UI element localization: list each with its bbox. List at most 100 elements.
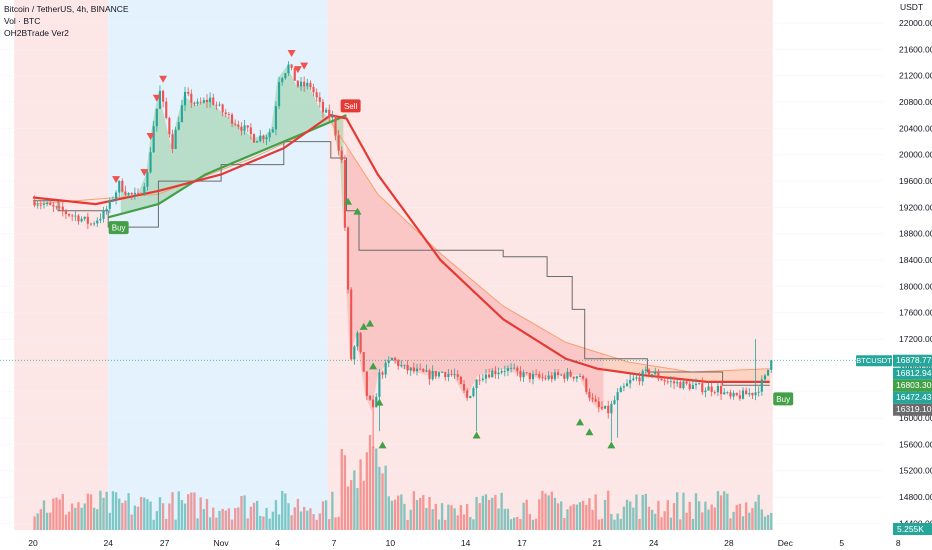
candle-body xyxy=(171,134,174,149)
volume-bar xyxy=(719,495,723,530)
candle-body xyxy=(49,202,52,206)
candle-body xyxy=(74,215,77,217)
volume-bar xyxy=(290,515,293,530)
red-cloud xyxy=(346,145,604,412)
stop-line xyxy=(33,141,770,386)
volume-bar xyxy=(268,518,271,530)
price-axis[interactable]: USDT14400.0014800.0015200.0015600.001600… xyxy=(856,0,932,550)
candle-body xyxy=(531,374,535,380)
volume-legend[interactable]: Vol · BTC xyxy=(4,16,41,26)
candle-body xyxy=(541,377,544,379)
candles[interactable] xyxy=(33,61,773,448)
volume-bar xyxy=(660,517,663,530)
candle-body xyxy=(393,357,397,361)
candle-body xyxy=(199,101,202,103)
volume-bar xyxy=(710,504,713,530)
time-tick: 7 xyxy=(332,538,337,548)
volume-bar xyxy=(760,509,763,530)
price-label: 16878.77 xyxy=(896,355,932,365)
candle-body xyxy=(303,81,306,87)
sell-arrow-icon xyxy=(300,62,309,70)
volume-bar xyxy=(55,497,58,530)
buy-tag-label: Buy xyxy=(112,224,126,233)
volume-bar xyxy=(456,515,459,530)
time-tick: 21 xyxy=(593,538,603,548)
buy-arrow-icon xyxy=(365,319,374,327)
volume-bar xyxy=(212,507,215,530)
volume-bar xyxy=(412,491,416,530)
candle-body xyxy=(36,204,39,206)
candle-body xyxy=(469,396,472,398)
volume-bar xyxy=(190,492,193,530)
volume-bar xyxy=(371,446,375,530)
volume-bar xyxy=(556,503,560,530)
volume-bar xyxy=(315,519,318,530)
sell-tag xyxy=(340,99,361,113)
symbol-title[interactable]: Bitcoin / TetherUS, 4h, BINANCE xyxy=(4,4,129,14)
candle-body xyxy=(343,160,346,228)
volume-bar xyxy=(237,507,240,530)
volume-bar xyxy=(688,501,691,530)
candle-body xyxy=(353,346,356,360)
volume-bar xyxy=(569,505,572,530)
candle-body xyxy=(249,127,252,135)
volume-bar xyxy=(353,470,356,530)
candle-body xyxy=(506,368,509,371)
volume-bar xyxy=(534,518,538,530)
candle-body xyxy=(732,393,735,397)
sell-arrow-icon xyxy=(287,50,296,58)
candle-body xyxy=(738,395,741,399)
volume-bar xyxy=(318,513,321,530)
volume-bar xyxy=(553,497,557,530)
volume-bar xyxy=(309,508,312,530)
volume-bar xyxy=(271,511,274,530)
candle-body xyxy=(660,378,663,381)
volume-bar xyxy=(425,507,428,530)
time-tick: 24 xyxy=(649,538,659,548)
buy-arrow-icon xyxy=(378,441,387,449)
candle-body xyxy=(33,200,36,206)
candle-body xyxy=(635,377,638,379)
price-label: 16472.43 xyxy=(896,392,932,402)
volume-bar xyxy=(729,518,732,530)
volume-bar xyxy=(735,504,738,530)
volume-bar xyxy=(453,508,456,530)
volume-bar xyxy=(544,493,547,530)
candle-body xyxy=(271,129,274,133)
candle-body xyxy=(720,385,723,395)
candle-body xyxy=(284,73,287,79)
candle-body xyxy=(149,152,152,173)
buy-arrow-icon xyxy=(369,362,378,370)
candle-body xyxy=(494,370,497,375)
candle-body xyxy=(625,383,629,387)
volume-bar xyxy=(127,493,130,530)
volume-bar xyxy=(331,491,334,530)
volume-bar xyxy=(296,498,300,530)
volume-bar xyxy=(365,452,369,530)
indicator-lines xyxy=(0,114,884,386)
buy-arrow-icon xyxy=(472,431,481,439)
candle-body xyxy=(80,218,83,222)
volume-bar xyxy=(632,507,635,530)
volume-bar xyxy=(230,519,234,530)
candle-body xyxy=(497,372,500,375)
candle-body xyxy=(381,372,384,375)
candle-body xyxy=(553,372,557,380)
volume-bar xyxy=(591,509,594,530)
candle-body xyxy=(118,180,121,193)
candle-body xyxy=(657,372,660,379)
indicator-legend[interactable]: OH2BTrade Ver2 xyxy=(4,28,69,38)
time-axis[interactable]: 20 24 27 Nov 4 7 10 14 17 21 24 28 Dec 5 8 xyxy=(0,536,932,550)
candle-body xyxy=(437,372,441,377)
volume-bar xyxy=(613,519,616,530)
volume-bar xyxy=(187,494,190,530)
candle-body xyxy=(578,376,582,377)
candle-body xyxy=(503,370,506,372)
candle-body xyxy=(196,101,199,104)
time-tick: 20 xyxy=(28,538,38,548)
volume-bar xyxy=(199,497,202,530)
candle-body xyxy=(177,122,180,130)
candle-body xyxy=(102,210,105,219)
volume-bar xyxy=(434,503,437,530)
